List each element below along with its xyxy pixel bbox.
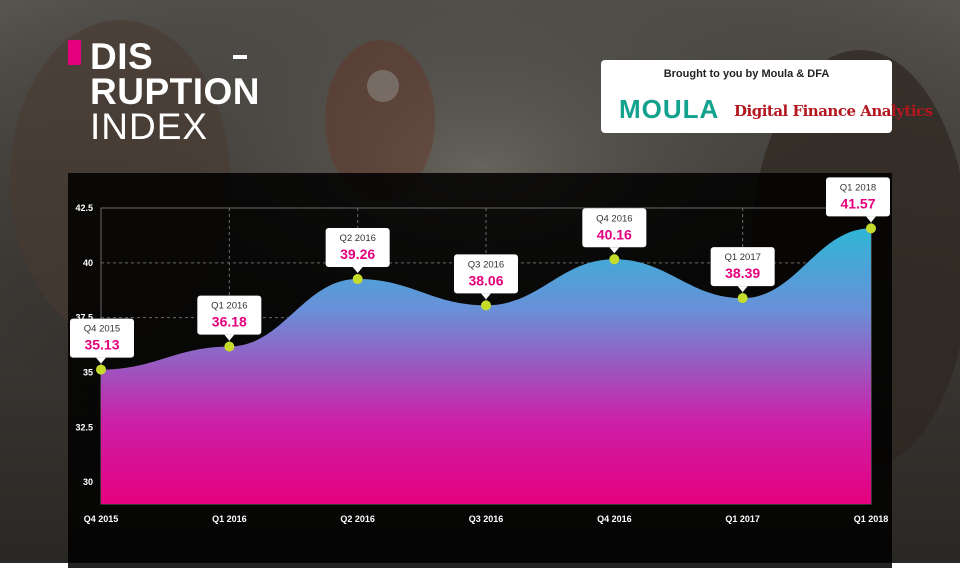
data-label-pointer (866, 216, 876, 223)
title-line-1: DIS (90, 36, 154, 77)
data-label-value: 39.26 (340, 246, 375, 262)
data-label-box (454, 254, 518, 294)
title-hyphen (233, 55, 247, 59)
y-tick-label: 37.5 (75, 313, 93, 323)
title-line-3: INDEX (90, 106, 209, 147)
data-label-box (70, 318, 134, 358)
data-label-value: 38.39 (725, 265, 760, 281)
disruption-index-chart: 30 32.5 35 37.5 40 42.5 Q4 2015 Q1 2016 Q2 2016… (70, 177, 890, 524)
data-labels: Q4 2015 35.13 Q1 2016 36.18 Q2 2016 39.26 Q3 2… (70, 177, 890, 364)
data-label-box (826, 177, 890, 217)
data-label: Q3 2016 38.06 (454, 254, 518, 300)
data-point (224, 341, 235, 352)
data-point (866, 223, 876, 234)
data-label-box (710, 247, 775, 287)
x-tick-label: Q4 2015 (84, 514, 119, 524)
y-tick-label: 35 (83, 367, 93, 377)
data-label-pointer (96, 357, 106, 364)
y-tick-label: 32.5 (75, 422, 93, 432)
x-tick-label: Q4 2016 (597, 514, 632, 524)
data-label-pointer (609, 247, 620, 254)
data-label-pointer (352, 267, 363, 274)
x-tick-label: Q3 2016 (469, 514, 504, 524)
data-point (481, 300, 491, 311)
data-label-period: Q4 2016 (596, 213, 632, 224)
data-point (737, 293, 748, 304)
data-point (352, 274, 363, 285)
x-tick-label: Q2 2016 (340, 514, 375, 524)
data-label: Q4 2015 35.13 (70, 318, 134, 364)
x-tick-label: Q1 2016 (212, 514, 247, 524)
x-tick-label: Q1 2018 (854, 514, 889, 524)
data-label-value: 38.06 (468, 272, 503, 288)
data-label: Q1 2016 36.18 (197, 295, 262, 341)
data-label-period: Q1 2016 (211, 301, 247, 312)
data-label-pointer (481, 293, 491, 300)
data-label: Q1 2018 41.57 (826, 177, 890, 223)
y-axis-ticks: 30 32.5 35 37.5 40 42.5 (75, 203, 93, 487)
data-label-period: Q4 2015 (84, 324, 120, 335)
y-tick-label: 42.5 (75, 203, 93, 213)
dfa-logo: Digital Finance Analytics (734, 102, 933, 120)
sponsor-box: Brought to you by Moula & DFA MOULA Digi… (601, 60, 933, 133)
data-label: Q1 2017 38.39 (710, 247, 775, 293)
x-axis-ticks: Q4 2015 Q1 2016 Q2 2016 Q3 2016 Q4 2016 Q1 20… (84, 514, 889, 524)
data-point (609, 254, 620, 265)
data-label-pointer (737, 286, 748, 293)
data-label-period: Q2 2016 (339, 233, 375, 244)
data-label-value: 40.16 (597, 226, 632, 242)
data-label: Q4 2016 40.16 (582, 208, 647, 254)
title-accent-mark (68, 40, 81, 65)
data-label-period: Q3 2016 (468, 259, 504, 270)
data-label-value: 41.57 (840, 195, 875, 211)
data-label-box (325, 228, 390, 268)
title-line-2: RUPTION (90, 71, 260, 112)
data-label-box (582, 208, 647, 248)
chart-panel: 30 32.5 35 37.5 40 42.5 Q4 2015 Q1 2016 Q2 2016… (68, 173, 892, 568)
data-label-period: Q1 2018 (840, 182, 876, 193)
data-label: Q2 2016 39.26 (325, 228, 390, 274)
data-label-pointer (224, 334, 235, 341)
data-label-value: 36.18 (212, 314, 247, 330)
sponsor-text: Brought to you by Moula & DFA (663, 68, 830, 80)
y-tick-label: 30 (83, 477, 93, 487)
moula-logo: MOULA (619, 94, 720, 124)
data-label-period: Q1 2017 (724, 252, 760, 263)
data-label-value: 35.13 (84, 337, 119, 353)
data-label-box (197, 295, 262, 335)
data-point (96, 364, 106, 375)
y-tick-label: 40 (83, 258, 93, 268)
area-fill (101, 228, 871, 504)
x-tick-label: Q1 2017 (725, 514, 760, 524)
data-points (96, 223, 876, 375)
